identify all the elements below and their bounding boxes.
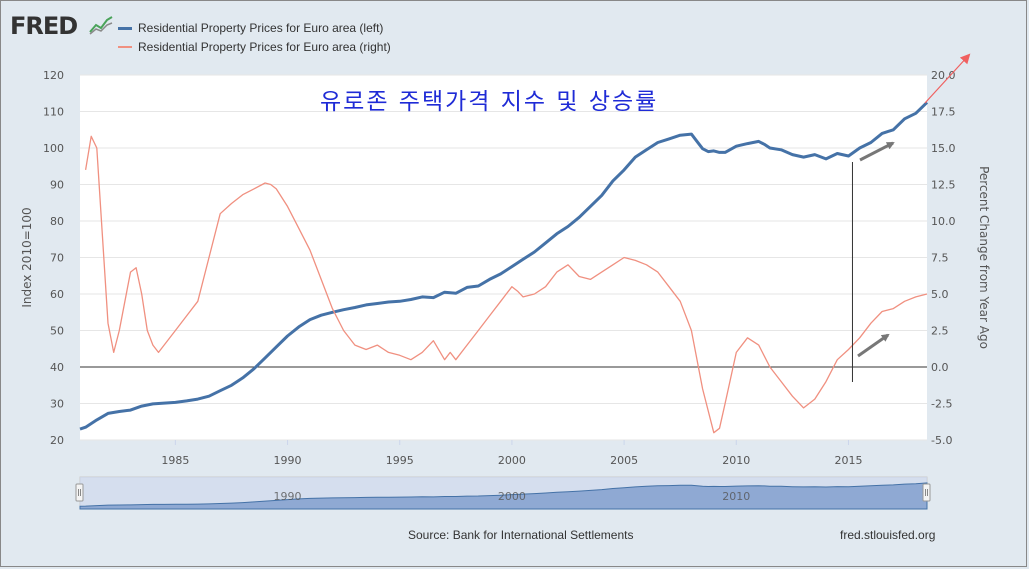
y-right-tick-label: 12.5 bbox=[931, 179, 956, 192]
legend-label-left: Residential Property Prices for Euro are… bbox=[138, 21, 384, 35]
annotations bbox=[851, 53, 971, 382]
y-right-tick-label: 0.0 bbox=[931, 361, 949, 374]
y-right-tick-label: 2.5 bbox=[931, 325, 949, 338]
navigator-handle-right[interactable] bbox=[922, 483, 931, 502]
y-left-tick-label: 90 bbox=[50, 179, 64, 192]
fred-link[interactable]: fred.stlouisfed.org bbox=[840, 528, 936, 542]
series-layer bbox=[79, 101, 929, 434]
navigator-series bbox=[79, 482, 928, 510]
source-credit: Source: Bank for International Settlemen… bbox=[408, 528, 634, 542]
y-left-axis-label: Index 2010=100 bbox=[20, 207, 34, 307]
x-tick-label: 2000 bbox=[498, 454, 526, 467]
overlay-korean-title: 유로존 주택가격 지수 및 상승률 bbox=[320, 89, 659, 115]
y-left-tick-label: 20 bbox=[50, 434, 64, 447]
navigator-handle-left[interactable] bbox=[75, 483, 84, 502]
y-left-tick-label: 30 bbox=[50, 398, 64, 411]
x-tick-label: 2015 bbox=[834, 454, 862, 467]
y-right-ticks: -5.0 -2.5 0.0 2.5 5.0 7.5 10.0 12.5 15.0 17.5 20.0 bbox=[931, 69, 956, 447]
x-tick-label: 1995 bbox=[386, 454, 414, 467]
y-left-tick-label: 70 bbox=[50, 252, 64, 265]
navigator-ticks: 1990 2000 2010 bbox=[274, 490, 751, 503]
y-right-tick-label: 20.0 bbox=[931, 69, 956, 82]
annotation-arrow-upper bbox=[859, 141, 895, 162]
x-ticks: 1985 1990 1995 2000 2005 2010 2015 bbox=[161, 440, 862, 467]
y-left-tick-label: 80 bbox=[50, 215, 64, 228]
annotation-arrow-lower bbox=[857, 333, 890, 358]
y-right-tick-label: 15.0 bbox=[931, 142, 956, 155]
y-left-tick-label: 40 bbox=[50, 361, 64, 374]
y-left-tick-label: 50 bbox=[50, 325, 64, 338]
legend-label-right: Residential Property Prices for Euro are… bbox=[138, 40, 391, 54]
x-tick-label: 2010 bbox=[722, 454, 750, 467]
y-right-tick-label: 7.5 bbox=[931, 252, 949, 265]
x-tick-label: 1990 bbox=[274, 454, 302, 467]
x-tick-label: 1985 bbox=[161, 454, 189, 467]
legend-swatch-right bbox=[118, 46, 132, 48]
legend-swatch-left bbox=[118, 26, 132, 30]
y-right-tick-label: 10.0 bbox=[931, 215, 956, 228]
annotation-arrow-red bbox=[924, 53, 971, 104]
fred-graph-icon bbox=[88, 14, 114, 36]
y-left-tick-label: 100 bbox=[43, 142, 64, 155]
legend-item-right[interactable]: Residential Property Prices for Euro are… bbox=[118, 40, 391, 54]
y-left-tick-label: 60 bbox=[50, 288, 64, 301]
legend-item-left[interactable]: Residential Property Prices for Euro are… bbox=[118, 21, 383, 35]
navigator-tick-label: 2010 bbox=[722, 490, 750, 503]
fred-logo[interactable]: FRED bbox=[10, 12, 78, 40]
y-left-tick-label: 110 bbox=[43, 106, 64, 119]
x-tick-label: 2005 bbox=[610, 454, 638, 467]
y-right-tick-label: 17.5 bbox=[931, 106, 956, 119]
y-right-axis-label: Percent Change from Year Ago bbox=[977, 166, 991, 349]
y-left-tick-label: 120 bbox=[43, 69, 64, 82]
y-right-tick-label: -2.5 bbox=[931, 398, 952, 411]
y-right-tick-label: 5.0 bbox=[931, 288, 949, 301]
series-line-left bbox=[79, 101, 929, 431]
navigator-tick-label: 1990 bbox=[274, 490, 302, 503]
series-line-right bbox=[84, 135, 928, 434]
y-left-ticks: 20 30 40 50 60 70 80 90 100 110 120 bbox=[43, 69, 64, 447]
y-right-tick-label: -5.0 bbox=[931, 434, 952, 447]
navigator-tick-label: 2000 bbox=[498, 490, 526, 503]
